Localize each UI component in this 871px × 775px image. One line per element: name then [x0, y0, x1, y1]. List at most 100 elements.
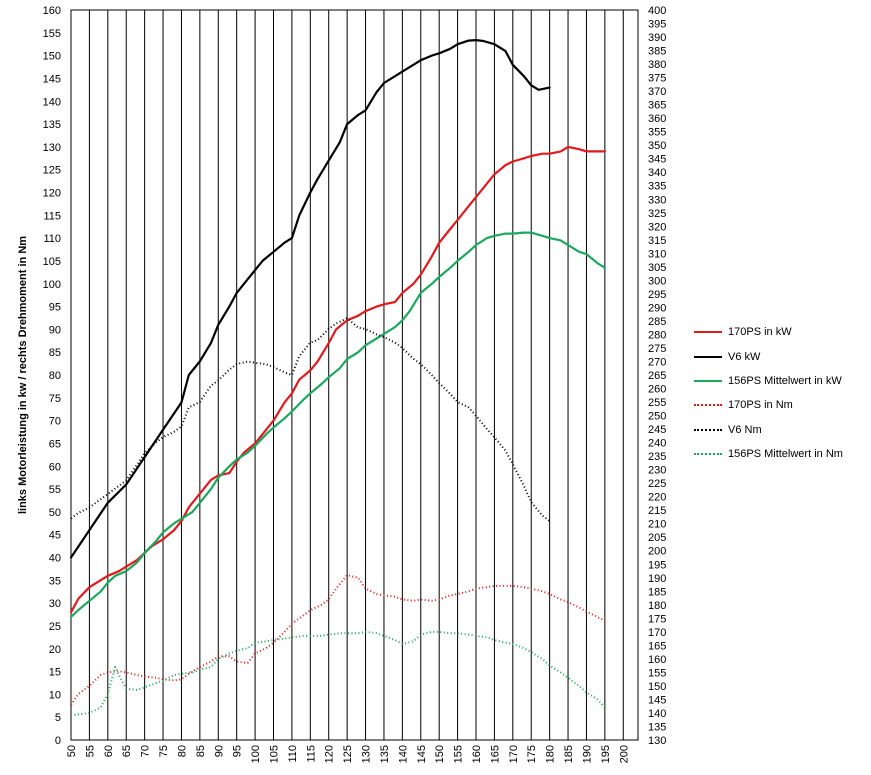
- right-tick-label: 195: [648, 559, 666, 571]
- legend-label: V6 Nm: [728, 423, 762, 436]
- x-tick-label: 85: [195, 745, 207, 757]
- y-axis-label: links Motorleistung in kw / rechts Drehm…: [17, 236, 29, 514]
- right-tick-label: 360: [648, 113, 666, 125]
- right-tick-label: 165: [648, 640, 666, 652]
- left-tick-label: 25: [49, 621, 61, 633]
- legend-item: 170PS in Nm: [694, 393, 869, 417]
- left-tick-label: 125: [43, 165, 61, 177]
- x-tick-label: 50: [66, 745, 78, 757]
- legend-swatch: [694, 404, 722, 407]
- right-tick-label: 355: [648, 127, 666, 139]
- left-tick-label: 135: [43, 119, 61, 131]
- left-tick-label: 90: [49, 324, 61, 336]
- legend-item: 156PS Mittelwert in kW: [694, 369, 869, 393]
- right-tick-label: 255: [648, 397, 666, 409]
- legend-label: 170PS in Nm: [728, 399, 793, 412]
- left-tick-label: 35: [49, 575, 61, 587]
- legend-label: 156PS Mittelwert in kW: [728, 374, 842, 387]
- right-tick-label: 345: [648, 154, 666, 166]
- series-line-1: [69, 145, 607, 614]
- x-tick-label: 135: [379, 745, 391, 763]
- series-line-6: [70, 630, 606, 717]
- series-layer: [69, 38, 607, 717]
- right-tick-label: 220: [648, 492, 666, 504]
- right-tick-label: 375: [648, 73, 666, 85]
- right-tick-label: 185: [648, 586, 666, 598]
- legend-item: 156PS Mittelwert in Nm: [694, 442, 869, 466]
- right-tick-label: 180: [648, 600, 666, 612]
- right-tick-label: 170: [648, 627, 666, 639]
- x-tick-label: 140: [397, 745, 409, 763]
- right-tick-label: 350: [648, 140, 666, 152]
- right-tick-label: 365: [648, 100, 666, 112]
- right-tick-label: 225: [648, 478, 666, 490]
- series-line-5: [70, 317, 551, 522]
- left-tick-label: 75: [49, 393, 61, 405]
- x-tick-label: 115: [305, 745, 317, 763]
- series-line-4: [70, 574, 606, 706]
- left-tick-label: 110: [43, 233, 61, 245]
- x-tick-label: 175: [526, 745, 538, 763]
- left-tick-label: 60: [49, 461, 61, 473]
- right-tick-label: 385: [648, 46, 666, 58]
- right-tick-label: 200: [648, 546, 666, 558]
- left-axis-ticks: 0 5 10 15 20 25 30 35 40 45 50 55 60 65 70 75 80 85 90 95 10…: [43, 5, 61, 747]
- x-tick-label: 200: [618, 745, 630, 763]
- left-tick-label: 150: [43, 51, 61, 63]
- legend-item: V6 Nm: [694, 418, 869, 442]
- x-tick-label: 150: [434, 745, 446, 763]
- right-tick-label: 300: [648, 275, 666, 287]
- right-tick-label: 285: [648, 316, 666, 328]
- left-tick-label: 145: [43, 73, 61, 85]
- right-tick-label: 330: [648, 194, 666, 206]
- legend-item: 170PS in kW: [694, 320, 869, 344]
- right-tick-label: 295: [648, 289, 666, 301]
- right-tick-label: 215: [648, 505, 666, 517]
- right-tick-label: 135: [648, 721, 666, 733]
- right-tick-label: 205: [648, 532, 666, 544]
- right-tick-label: 155: [648, 667, 666, 679]
- left-tick-label: 50: [49, 507, 61, 519]
- right-tick-label: 250: [648, 411, 666, 423]
- left-tick-label: 155: [43, 28, 61, 40]
- right-tick-label: 240: [648, 438, 666, 450]
- left-tick-label: 80: [49, 370, 61, 382]
- right-tick-label: 235: [648, 451, 666, 463]
- legend-swatch: [694, 428, 722, 431]
- left-tick-label: 65: [49, 438, 61, 450]
- x-tick-label: 60: [103, 745, 115, 757]
- right-tick-label: 190: [648, 573, 666, 585]
- x-tick-label: 190: [581, 745, 593, 763]
- right-tick-label: 380: [648, 59, 666, 71]
- right-tick-label: 270: [648, 356, 666, 368]
- legend-swatch: [694, 355, 722, 358]
- left-tick-label: 30: [49, 598, 61, 610]
- left-tick-label: 95: [49, 302, 61, 314]
- right-tick-label: 390: [648, 32, 666, 44]
- left-tick-label: 140: [43, 96, 61, 108]
- right-tick-label: 160: [648, 654, 666, 666]
- x-tick-label: 145: [416, 745, 428, 763]
- x-tick-label: 90: [213, 745, 225, 757]
- right-tick-label: 370: [648, 86, 666, 98]
- right-tick-label: 140: [648, 708, 666, 720]
- left-tick-label: 15: [49, 667, 61, 679]
- x-tick-label: 125: [342, 745, 354, 763]
- right-tick-label: 245: [648, 424, 666, 436]
- x-tick-label: 55: [84, 745, 96, 757]
- series-line-2: [69, 38, 551, 559]
- x-tick-label: 180: [545, 745, 557, 763]
- x-tick-label: 65: [121, 745, 133, 757]
- right-tick-label: 210: [648, 519, 666, 531]
- series-line-3: [69, 231, 607, 618]
- legend: 170PS in kW V6 kW 156PS Mittelwert in kW 17…: [694, 320, 869, 466]
- left-tick-label: 45: [49, 530, 61, 542]
- legend-label: 170PS in kW: [728, 326, 792, 339]
- left-tick-label: 20: [49, 644, 61, 656]
- left-tick-label: 40: [49, 553, 61, 565]
- x-tick-label: 195: [600, 745, 612, 763]
- right-tick-label: 280: [648, 329, 666, 341]
- left-tick-label: 160: [43, 5, 61, 17]
